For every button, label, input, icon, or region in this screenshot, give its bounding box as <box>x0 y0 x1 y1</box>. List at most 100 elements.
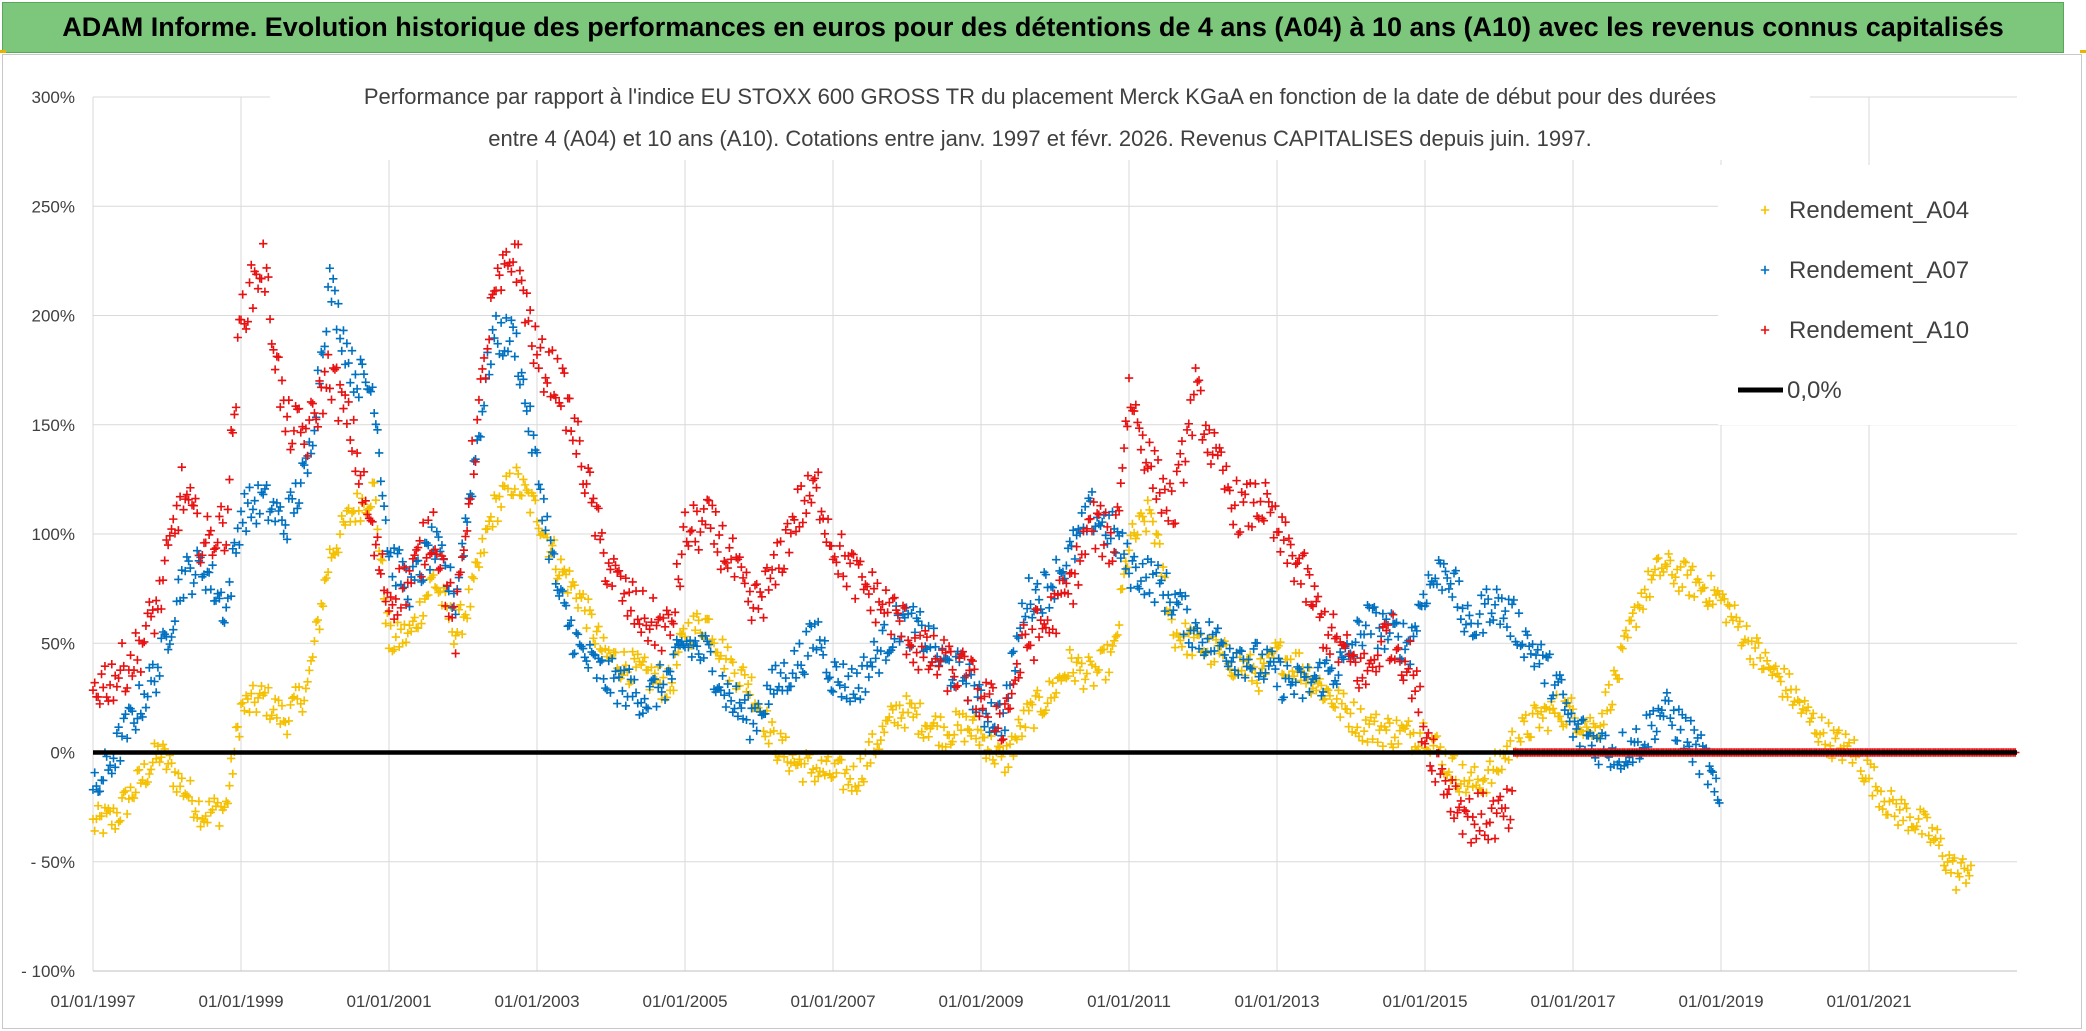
data-point-marker <box>510 484 519 494</box>
data-point-marker <box>1466 838 1476 847</box>
data-point-marker <box>1887 786 1896 796</box>
data-point-marker <box>1485 757 1495 766</box>
data-point-marker <box>165 639 175 649</box>
data-point-marker <box>1322 644 1331 653</box>
data-point-marker <box>672 559 681 569</box>
data-point-marker <box>1247 664 1257 673</box>
data-point-marker <box>432 549 442 559</box>
data-point-marker <box>493 339 502 348</box>
legend-label-zero: 0,0% <box>1787 377 1842 404</box>
data-point-marker <box>99 828 108 838</box>
data-point-marker <box>781 525 790 534</box>
data-point-marker <box>664 610 673 619</box>
data-point-marker <box>163 645 173 654</box>
data-point-marker <box>915 607 925 617</box>
data-point-marker <box>878 600 887 609</box>
data-point-marker <box>1293 558 1302 568</box>
data-point-marker <box>548 547 557 557</box>
data-point-marker <box>871 654 880 663</box>
data-point-marker <box>1422 599 1431 608</box>
data-point-marker <box>725 689 734 698</box>
data-point-marker <box>192 546 202 555</box>
data-point-marker <box>932 670 942 679</box>
data-point-marker <box>1371 667 1381 676</box>
data-point-marker <box>361 378 370 387</box>
data-point-marker <box>391 581 401 590</box>
data-point-marker <box>1359 649 1369 658</box>
data-point-marker <box>1261 668 1270 678</box>
data-point-marker <box>1135 424 1144 433</box>
data-point-marker <box>1177 642 1187 651</box>
data-point-marker <box>694 545 703 555</box>
data-point-marker <box>845 697 855 706</box>
data-point-marker <box>1376 637 1386 646</box>
data-point-marker <box>1283 558 1292 568</box>
data-point-marker <box>1754 638 1763 648</box>
data-point-marker <box>264 516 273 525</box>
data-point-marker <box>1480 599 1489 609</box>
data-point-marker <box>286 487 295 497</box>
data-point-marker <box>551 579 560 589</box>
data-point-marker <box>281 520 290 530</box>
data-point-marker <box>597 655 607 665</box>
data-point-marker <box>837 755 846 765</box>
data-point-marker <box>1074 524 1083 534</box>
data-point-marker <box>585 468 595 477</box>
data-point-marker <box>931 654 940 664</box>
data-point-marker <box>577 462 586 471</box>
data-point-marker <box>216 502 226 511</box>
data-point-marker <box>871 618 880 627</box>
data-point-marker <box>493 516 502 526</box>
data-point-marker <box>230 410 239 419</box>
data-point-marker <box>1470 820 1479 829</box>
data-point-marker <box>479 401 489 410</box>
data-point-marker <box>1422 733 1431 743</box>
data-point-marker <box>1521 710 1530 720</box>
data-point-marker <box>1761 648 1770 657</box>
data-point-marker <box>162 765 171 774</box>
data-point-marker <box>638 657 648 667</box>
data-point-marker <box>814 772 823 781</box>
data-point-marker <box>692 641 702 651</box>
data-point-marker <box>706 647 715 656</box>
data-point-marker <box>672 635 681 645</box>
data-point-marker <box>1695 769 1704 779</box>
data-point-marker <box>505 336 514 346</box>
data-point-marker <box>966 731 976 741</box>
data-point-marker <box>208 550 217 560</box>
data-point-marker <box>1133 530 1142 540</box>
data-point-marker <box>643 704 653 713</box>
data-point-marker <box>1094 665 1104 675</box>
data-point-marker <box>1342 705 1352 714</box>
data-point-marker <box>129 793 139 803</box>
data-point-marker <box>881 655 891 665</box>
data-point-marker <box>985 689 994 699</box>
data-point-marker <box>1519 717 1529 726</box>
data-point-marker <box>993 742 1003 751</box>
data-point-marker <box>236 507 246 516</box>
data-point-marker <box>243 498 253 508</box>
data-point-marker <box>1545 650 1554 659</box>
data-point-marker <box>1817 713 1826 722</box>
data-point-marker <box>1021 630 1030 639</box>
data-point-marker <box>1346 709 1355 718</box>
data-point-marker <box>1332 632 1341 641</box>
data-point-marker <box>269 345 278 355</box>
data-point-marker <box>1567 693 1576 703</box>
data-point-marker <box>1667 721 1677 730</box>
data-point-marker <box>461 514 470 523</box>
data-point-marker <box>660 695 670 705</box>
data-point-marker <box>230 538 239 547</box>
data-point-marker <box>1234 670 1243 679</box>
data-point-marker <box>1922 813 1932 822</box>
data-point-marker <box>429 507 438 517</box>
data-point-marker <box>116 756 125 766</box>
data-point-marker <box>876 736 886 745</box>
data-point-marker <box>786 529 796 538</box>
data-point-marker <box>1657 706 1666 715</box>
data-point-marker <box>1004 762 1013 772</box>
data-point-marker <box>247 513 256 522</box>
data-point-marker <box>1681 713 1690 723</box>
data-point-marker <box>720 664 729 674</box>
data-point-marker <box>839 659 848 669</box>
